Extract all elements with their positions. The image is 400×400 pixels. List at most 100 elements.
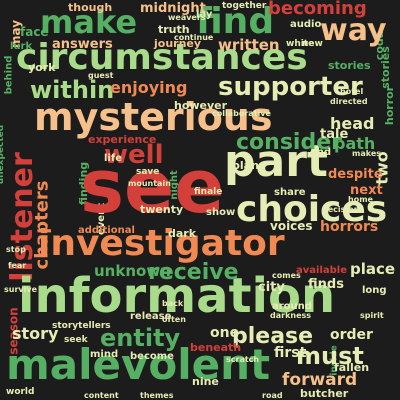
word-must: must bbox=[296, 342, 364, 370]
word-white: white bbox=[286, 39, 315, 49]
word-new: new bbox=[302, 39, 323, 49]
word-find: find bbox=[196, 1, 275, 42]
word-voices: voices bbox=[270, 219, 313, 233]
word-mind: mind bbox=[90, 349, 119, 360]
word-place: place bbox=[350, 260, 396, 278]
word-finale: finale bbox=[194, 187, 223, 197]
word-makes: makes bbox=[352, 149, 382, 158]
word-city: city bbox=[258, 280, 285, 295]
word-experience: experience bbox=[88, 133, 157, 146]
word-decision: decision bbox=[322, 205, 360, 214]
word-dark: dark bbox=[168, 227, 197, 240]
word-mountain: mountain bbox=[128, 179, 171, 188]
word-head: head bbox=[330, 114, 375, 133]
word-entity: entity bbox=[100, 324, 181, 352]
word-home: home bbox=[348, 195, 373, 204]
word-forward: forward bbox=[282, 370, 358, 390]
word-behind: behind bbox=[3, 55, 15, 95]
word-storytellers: storytellers bbox=[52, 321, 111, 331]
word-guest: guest bbox=[88, 71, 114, 80]
word-save: save bbox=[136, 167, 160, 177]
word-lay: lay bbox=[196, 9, 213, 20]
word-audio: audio bbox=[290, 19, 322, 30]
word-back: back bbox=[162, 299, 184, 308]
word-stop: stop bbox=[6, 245, 26, 254]
word-unknown: unknown bbox=[94, 262, 171, 280]
word-release: release bbox=[130, 311, 172, 322]
word-story: story bbox=[12, 324, 59, 343]
word-unexpected: unexpected bbox=[0, 124, 7, 185]
word-though: though bbox=[68, 1, 113, 14]
word-content: content bbox=[84, 391, 119, 400]
word-continue: continue bbox=[174, 33, 214, 42]
word-written: written bbox=[218, 36, 280, 54]
word-circumstances: circumstances bbox=[16, 37, 308, 78]
word-survive: survive bbox=[4, 285, 37, 294]
word-one: one bbox=[210, 325, 240, 341]
word-york: york bbox=[28, 61, 56, 74]
word-next: next bbox=[350, 183, 383, 198]
word-stories-2: stories bbox=[328, 59, 371, 72]
word-supporter: supporter bbox=[218, 72, 363, 102]
word-weavers: weavers bbox=[168, 13, 206, 22]
word-enjoying: enjoying bbox=[110, 78, 188, 97]
word-butcher: butcher bbox=[300, 387, 349, 400]
word-horrors: horrors bbox=[320, 219, 379, 235]
word-end: end bbox=[310, 147, 332, 158]
word-often: often bbox=[162, 315, 186, 324]
word-world: world bbox=[6, 387, 35, 397]
word-directed: directed bbox=[330, 97, 368, 106]
word-choices: choices bbox=[236, 189, 388, 230]
word-path: path bbox=[334, 134, 376, 153]
word-hotel: hotel bbox=[340, 87, 364, 96]
word-within: within bbox=[30, 76, 115, 104]
word-together: together bbox=[222, 1, 267, 11]
word-part: part bbox=[224, 136, 328, 187]
word-way: way bbox=[320, 13, 387, 48]
word-seek: seek bbox=[64, 335, 88, 345]
word-life: life bbox=[104, 153, 122, 164]
word-scratch: scratch bbox=[226, 355, 260, 364]
word-please: please bbox=[232, 324, 314, 349]
word-comes: comes bbox=[272, 271, 301, 280]
word-well: well bbox=[104, 140, 164, 170]
word-malevolent: malevolent bbox=[6, 340, 271, 389]
word-consider: consider bbox=[236, 130, 342, 155]
word-available: available bbox=[296, 265, 347, 276]
word-become: become bbox=[130, 351, 174, 362]
word-make: make bbox=[40, 3, 138, 41]
word-truth: truth bbox=[158, 23, 190, 36]
word-long: long bbox=[362, 285, 387, 296]
word-lurk: lurk bbox=[10, 41, 33, 52]
word-however: however bbox=[174, 99, 228, 112]
word-order: order bbox=[330, 327, 373, 343]
word-first: first bbox=[274, 345, 307, 361]
word-despite: despite bbox=[328, 167, 383, 182]
word-answers: answers bbox=[52, 37, 113, 52]
word-mysterious: mysterious bbox=[34, 95, 273, 139]
word-twenty: twenty bbox=[140, 203, 184, 216]
word-beneath: beneath bbox=[190, 341, 242, 354]
word-nine: nine bbox=[192, 375, 219, 388]
word-darkness: darkness bbox=[270, 311, 312, 320]
word-plans: plans bbox=[232, 159, 266, 172]
word-themes: themes bbox=[140, 391, 174, 400]
word-face: face bbox=[20, 25, 49, 39]
word-journey: journey bbox=[154, 37, 202, 50]
word-additional: additional bbox=[78, 225, 135, 236]
word-information: information bbox=[18, 268, 336, 324]
word-midnight: midnight bbox=[140, 1, 206, 16]
word-receive: receive bbox=[148, 260, 239, 285]
word-finds: finds bbox=[308, 277, 344, 292]
word-fear: fear bbox=[8, 261, 27, 270]
word-fallen: fallen bbox=[334, 361, 370, 374]
word-stories: stories bbox=[378, 46, 392, 89]
word-spirit: spirit bbox=[360, 311, 384, 320]
word-tale: tale bbox=[320, 127, 349, 142]
word-share: share bbox=[274, 187, 306, 198]
word-see: see bbox=[80, 144, 225, 230]
word-investigator: investigator bbox=[38, 223, 285, 264]
word-collaborative: collaborative bbox=[212, 109, 271, 118]
word-becoming: becoming bbox=[268, 0, 367, 19]
